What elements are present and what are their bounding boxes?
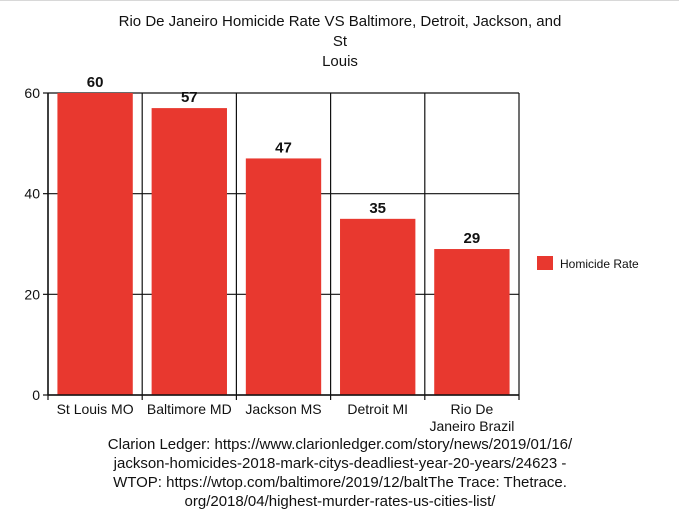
y-tick-label: 60	[24, 85, 40, 101]
legend: Homicide Rate	[537, 256, 639, 271]
x-tick-label: Rio De	[451, 401, 494, 417]
x-tick-label: Jackson MS	[245, 401, 321, 417]
source-line-1: Clarion Ledger: https://www.clarionledge…	[107, 436, 573, 453]
bar	[245, 158, 322, 395]
y-tick-label: 20	[24, 286, 40, 302]
y-tick-label: 0	[32, 387, 40, 403]
x-tick-label: Janeiro Brazil	[429, 418, 514, 434]
axes	[43, 92, 520, 400]
source-note: Clarion Ledger: https://www.clarionledge…	[80, 435, 600, 511]
chart-title-line-1: Rio De Janeiro Homicide Rate VS Baltimor…	[118, 13, 562, 50]
source-line-3: WTOP: https://wtop.com/baltimore/2019/12…	[113, 474, 567, 491]
bar-value-label: 35	[369, 200, 386, 217]
bar-value-label: 29	[464, 230, 481, 247]
chart-title: Rio De Janeiro Homicide Rate VS Baltimor…	[110, 12, 570, 72]
x-tick-label: St Louis MO	[57, 401, 134, 417]
labels: 0 20 40 60 60 St Louis MO 57 Baltimore MD 47 Jack…	[24, 74, 514, 434]
bar	[340, 218, 416, 395]
bar	[151, 108, 227, 395]
bar	[434, 249, 510, 395]
bars	[57, 93, 510, 395]
x-tick-label: Detroit MI	[347, 401, 408, 417]
top-divider	[0, 0, 679, 1]
y-tick-label: 40	[24, 186, 40, 202]
chart-title-line-2: Louis	[322, 53, 358, 70]
legend-label: Homicide Rate	[560, 257, 639, 271]
bar-value-label: 57	[181, 89, 198, 106]
bar	[57, 93, 133, 395]
x-tick-label: Baltimore MD	[147, 401, 232, 417]
bar-value-label: 47	[275, 139, 292, 156]
bar-value-label: 60	[87, 74, 104, 91]
legend-swatch	[537, 256, 553, 270]
source-line-2: jackson-homicides-2018-mark-citys-deadli…	[113, 455, 567, 472]
source-line-4: org/2018/04/highest-murder-rates-us-citi…	[184, 493, 496, 510]
